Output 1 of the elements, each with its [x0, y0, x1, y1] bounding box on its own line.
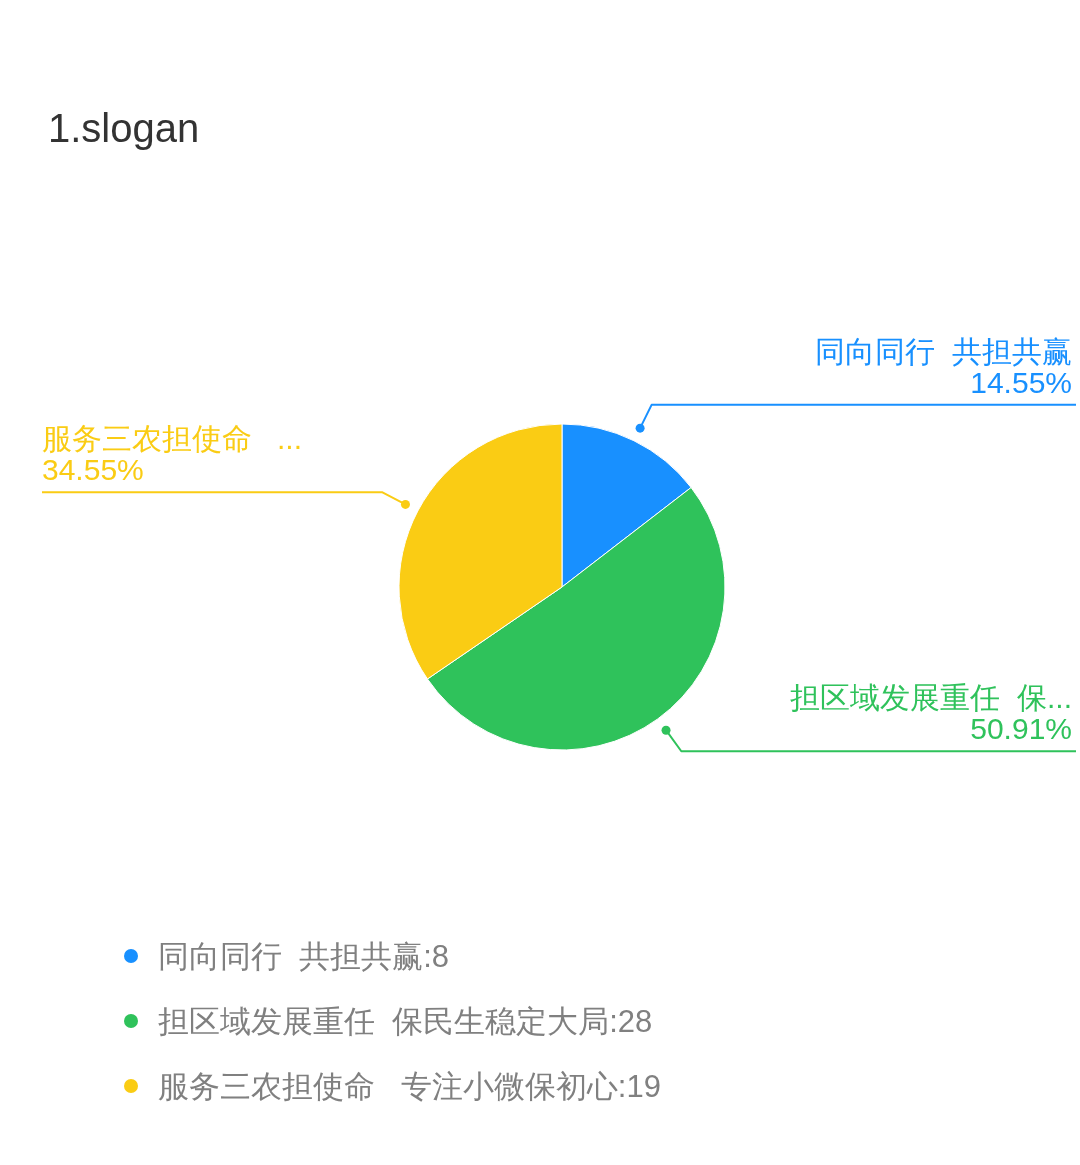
title: 1.slogan	[48, 106, 200, 150]
